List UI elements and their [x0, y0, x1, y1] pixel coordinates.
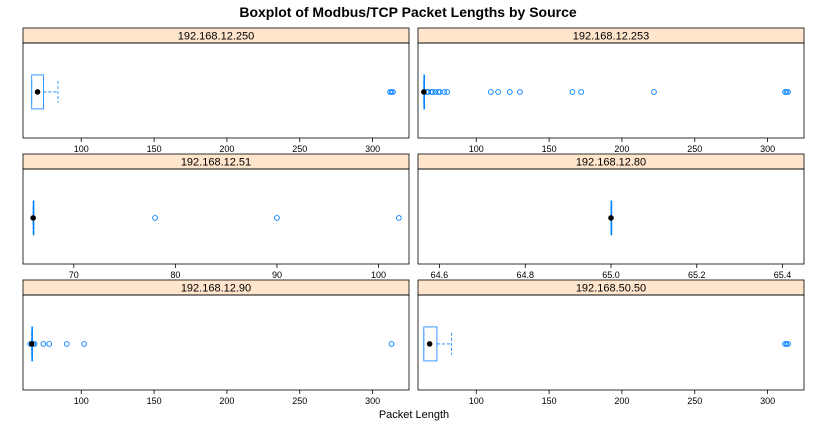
outlier-point	[388, 341, 395, 347]
panel-192-168-12-250: 192.168.12.250 100 150 200 250 300	[22, 27, 410, 154]
x-axis-label: Packet Length	[379, 409, 449, 421]
x-tick-label: 300	[365, 144, 380, 154]
outlier-point	[441, 89, 448, 95]
outlier-point	[429, 89, 436, 95]
outlier-point	[395, 215, 402, 221]
x-tick-label: 150	[147, 396, 162, 406]
x-tick-label: 250	[292, 144, 307, 154]
panel-strip-label: 192.168.12.90	[181, 283, 251, 295]
outlier-point	[517, 89, 523, 95]
panel-192-168-50-50: 192.168.50.50 100 150 200 250 300	[417, 279, 805, 406]
outlier-point	[390, 89, 396, 95]
x-tick-label: 65.2	[688, 270, 706, 280]
x-tick-label: 300	[760, 396, 775, 406]
outlier-point	[506, 89, 513, 95]
x-tick-label: 150	[147, 144, 162, 154]
panel-strip-label: 192.168.12.250	[178, 31, 254, 43]
x-tick-label: 100	[371, 270, 386, 280]
outlier-point	[578, 89, 584, 95]
x-tick-label: 200	[219, 396, 234, 406]
x-tick-label: 80	[170, 270, 180, 280]
panel-192-168-12-80: 192.168.12.80 64.6 64.8 65.0 65.2 65.4	[417, 153, 805, 280]
panel-frame	[417, 294, 805, 391]
x-tick-label: 250	[687, 396, 702, 406]
x-tick-label: 70	[69, 270, 79, 280]
outlier-point	[651, 89, 657, 95]
panel-strip-label: 192.168.12.80	[576, 157, 646, 169]
x-tick-label: 250	[687, 144, 702, 154]
outlier-point	[487, 89, 494, 95]
x-tick-label: 250	[292, 396, 307, 406]
x-tick-label: 65.4	[774, 270, 792, 280]
x-tick-label: 150	[542, 144, 557, 154]
x-tick-label: 65.0	[602, 270, 620, 280]
outlier-point	[81, 341, 88, 347]
chart-title: Boxplot of Modbus/TCP Packet Lengths by …	[239, 4, 577, 20]
x-tick-label: 64.6	[431, 270, 449, 280]
iqr-box	[423, 326, 438, 362]
panel-192-168-12-51: 192.168.12.51 70 80 90 100	[22, 153, 410, 280]
median-point	[28, 341, 35, 347]
x-tick-label: 64.8	[516, 270, 534, 280]
median-point	[421, 89, 427, 95]
x-tick-label: 90	[272, 270, 282, 280]
outlier-point	[785, 89, 791, 95]
x-tick-label: 300	[365, 396, 380, 406]
outlier-point	[274, 215, 280, 221]
median-point	[426, 341, 433, 347]
x-tick-label: 200	[614, 144, 629, 154]
iqr-box	[31, 74, 44, 110]
outlier-point	[444, 89, 450, 95]
panel-192-168-12-90: 192.168.12.90 100 150 200 250 300	[22, 279, 410, 406]
panel-192-168-12-253: 192.168.12.253 100 150 200 250 300	[417, 27, 805, 154]
outlier-point	[46, 341, 53, 347]
median-point	[30, 215, 36, 221]
x-tick-label: 150	[542, 396, 557, 406]
x-tick-label: 100	[74, 396, 89, 406]
panel-frame	[22, 42, 410, 139]
x-tick-label: 100	[74, 144, 89, 154]
panel-frame	[417, 42, 805, 139]
panel-frame	[22, 294, 410, 391]
x-tick-label: 200	[219, 144, 234, 154]
panel-frame	[22, 168, 410, 265]
x-tick-label: 100	[469, 396, 484, 406]
panel-strip-label: 192.168.12.253	[573, 31, 649, 43]
median-point	[608, 215, 614, 221]
outlier-point	[569, 89, 576, 95]
x-tick-label: 100	[469, 144, 484, 154]
outlier-point	[152, 215, 158, 221]
median-point	[34, 89, 41, 95]
outlier-point	[785, 341, 791, 347]
x-tick-label: 300	[760, 144, 775, 154]
outlier-point	[63, 341, 70, 347]
panel-strip-label: 192.168.50.50	[576, 283, 646, 295]
outlier-point	[40, 341, 47, 347]
outlier-point	[495, 89, 501, 95]
panel-strip-label: 192.168.12.51	[181, 157, 251, 169]
x-tick-label: 200	[614, 396, 629, 406]
